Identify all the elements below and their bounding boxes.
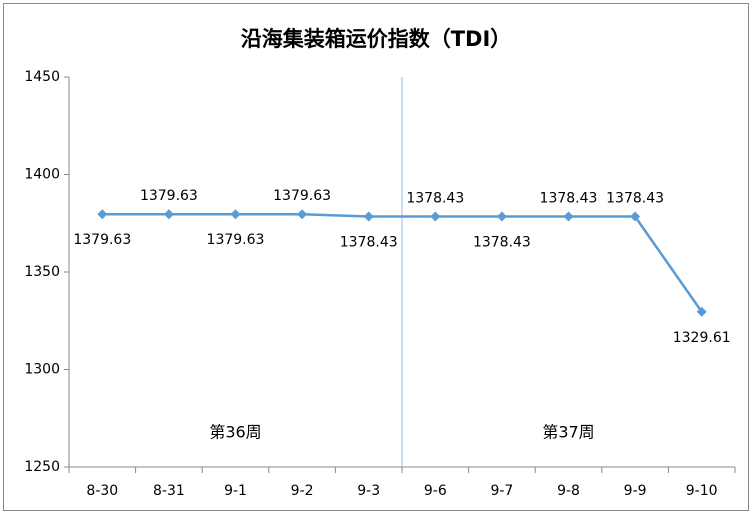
x-tick-label: 8-31 — [153, 483, 185, 499]
marker — [496, 211, 507, 222]
marker — [163, 209, 174, 220]
chart-border — [3, 3, 749, 511]
x-tick-label: 9-8 — [557, 483, 580, 499]
marker — [696, 306, 707, 317]
y-tick-label: 1250 — [24, 459, 60, 475]
data-label: 1378.43 — [540, 191, 598, 207]
data-label: 1378.43 — [406, 191, 464, 207]
marker — [430, 211, 441, 222]
week-label: 第36周 — [209, 423, 261, 442]
marker — [230, 209, 241, 220]
data-label: 1379.63 — [140, 188, 198, 204]
y-tick-label: 1300 — [24, 362, 60, 378]
x-tick-label: 9-10 — [686, 483, 718, 499]
data-label: 1378.43 — [473, 235, 531, 251]
data-label: 1379.63 — [207, 232, 265, 248]
y-tick-label: 1400 — [24, 167, 60, 183]
series-line — [102, 212, 703, 313]
data-label: 1379.63 — [273, 188, 331, 204]
x-tick-label: 9-2 — [291, 483, 314, 499]
marker — [97, 209, 108, 220]
week-label: 第37周 — [542, 423, 594, 442]
data-label: 1379.63 — [73, 232, 131, 248]
marker — [297, 209, 308, 220]
data-label: 1329.61 — [673, 330, 731, 346]
chart-title: 沿海集装箱运价指数（TDI） — [241, 27, 512, 51]
y-tick-label: 1350 — [24, 264, 60, 280]
data-label: 1378.43 — [340, 235, 398, 251]
marker — [363, 211, 374, 222]
x-tick-label: 9-6 — [424, 483, 447, 499]
marker — [630, 211, 641, 222]
y-tick-label: 1450 — [24, 69, 60, 85]
data-label: 1378.43 — [606, 191, 664, 207]
x-tick-label: 9-7 — [490, 483, 513, 499]
x-tick-label: 9-9 — [624, 483, 647, 499]
x-tick-label: 8-30 — [86, 483, 118, 499]
x-tick-label: 9-1 — [224, 483, 247, 499]
x-tick-label: 9-3 — [357, 483, 380, 499]
marker — [563, 211, 574, 222]
